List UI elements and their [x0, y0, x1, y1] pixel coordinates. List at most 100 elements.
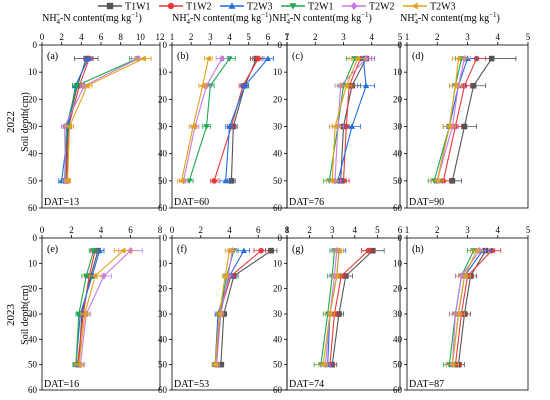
panel-label: (g) [292, 244, 304, 255]
y-tick-label: 10 [158, 258, 168, 268]
series-line [64, 58, 139, 181]
y-tick-label: 60 [28, 385, 38, 395]
series-t2w3-5 [211, 247, 235, 368]
y-tick-label: 0 [33, 40, 38, 50]
x-tick-label: 5 [526, 225, 531, 235]
panel-label: (h) [412, 244, 424, 255]
legend-label: T2W3 [247, 2, 273, 13]
data-point [75, 361, 82, 368]
data-point [211, 361, 218, 368]
x-tick-label: 5 [375, 225, 380, 235]
data-point [473, 247, 479, 254]
y-tick-label: 10 [158, 67, 168, 77]
data-point [119, 247, 126, 254]
series-line [331, 58, 359, 181]
series-line [182, 58, 223, 181]
x-tick-label: 6 [398, 225, 403, 235]
legend-label: T1W2 [186, 2, 212, 13]
series-t2w1-3 [185, 56, 236, 185]
data-point [216, 310, 222, 318]
data-point [461, 272, 467, 280]
y-tick-label: 10 [393, 67, 403, 77]
series-line [75, 250, 101, 365]
y-tick-label: 40 [273, 149, 283, 159]
y-tick-label: 50 [393, 360, 403, 370]
data-point [91, 272, 98, 280]
data-point [101, 272, 107, 280]
x-tick-label: 2 [59, 32, 64, 42]
y-tick-label: 20 [273, 94, 283, 104]
y-tick-label: 50 [273, 360, 283, 370]
y-axis-title-bottom: Soil depth(cm) [20, 285, 31, 345]
legend-item-t2w1: T2W1 [281, 2, 334, 13]
series-t2w3-2 [219, 55, 274, 184]
series-t2w1-3 [72, 248, 99, 368]
dat-label: DAT=16 [44, 379, 79, 390]
legend-marker [289, 3, 297, 10]
y-tick-label: 60 [273, 385, 283, 395]
dat-label: DAT=74 [289, 379, 324, 390]
x-tick-label: 1 [170, 32, 175, 42]
series-t1w1-0 [227, 55, 263, 184]
series-line [220, 250, 272, 365]
x-tick-label: 4 [227, 225, 232, 235]
legend-marker [411, 2, 418, 10]
series-t2w3-5 [74, 247, 133, 368]
series-line [214, 250, 245, 365]
y-tick-label: 40 [158, 149, 168, 159]
x-axis-title-2: NH4+-N content(mg kg−1) [272, 11, 372, 26]
series-t2w3-5 [326, 55, 367, 184]
data-point [64, 177, 70, 184]
legend-marker [228, 2, 236, 9]
dat-label: DAT=60 [174, 197, 209, 208]
y-tick-label: 40 [393, 149, 403, 159]
legend-label: T2W2 [369, 2, 395, 13]
x-tick-label: 7 [285, 32, 290, 42]
series-line [442, 58, 478, 181]
series-line [216, 250, 233, 365]
legend-marker [106, 2, 114, 10]
series-line [324, 250, 338, 365]
data-point [343, 82, 349, 89]
y-tick-label: 50 [273, 176, 283, 186]
data-point [452, 82, 458, 89]
data-point [255, 55, 262, 62]
legend-label: T2W3 [430, 2, 456, 13]
panel-label: (d) [412, 51, 424, 62]
series-line [337, 58, 367, 181]
series-t1w2-1 [448, 247, 502, 368]
series-line [334, 58, 367, 181]
data-point [354, 55, 361, 62]
y-tick-label: 30 [28, 122, 38, 132]
data-point [326, 310, 333, 318]
y-tick-label: 50 [158, 176, 168, 186]
x-tick-label: 4 [99, 225, 104, 235]
series-t2w3-5 [318, 247, 344, 368]
y-tick-label: 50 [28, 360, 38, 370]
data-point [83, 273, 90, 280]
plot-frame [41, 237, 161, 391]
series-line [216, 250, 262, 365]
y-tick-label: 50 [28, 176, 38, 186]
data-point [434, 177, 440, 184]
series-line [454, 250, 493, 365]
series-line [188, 58, 230, 181]
dat-label: DAT=87 [409, 379, 444, 390]
x-tick-label: 6 [99, 32, 104, 42]
y-tick-label: 20 [28, 284, 38, 294]
dat-label: DAT=53 [174, 379, 209, 390]
x-tick-label: 4 [370, 32, 375, 42]
legend-marker [350, 1, 358, 11]
y-tick-label: 50 [393, 176, 403, 186]
y-tick-label: 40 [273, 334, 283, 344]
x-tick-label: 0 [40, 32, 45, 42]
legend-item-t1w2: T1W2 [159, 2, 212, 13]
data-point [240, 247, 247, 254]
data-point [449, 361, 455, 368]
series-line [436, 58, 459, 181]
data-point [328, 177, 335, 184]
series-t2w3-5 [64, 55, 152, 184]
